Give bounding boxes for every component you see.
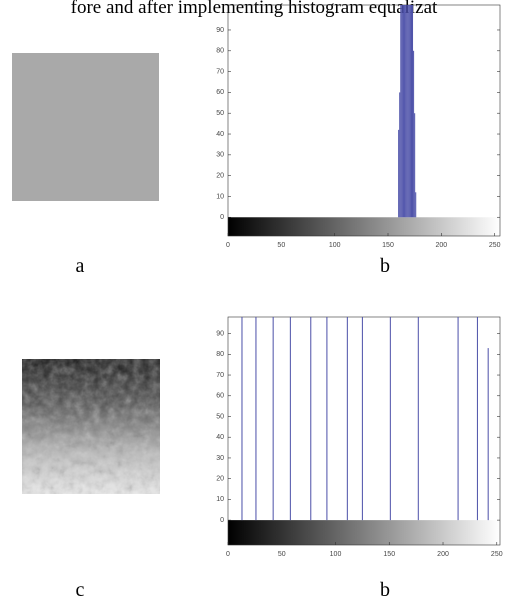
plot-frame <box>227 316 501 546</box>
x-tick-label: 150 <box>383 551 395 558</box>
x-tick-label: 0 <box>226 242 230 249</box>
y-tick-label: 40 <box>216 434 224 441</box>
x-tick-label: 100 <box>330 551 342 558</box>
bar <box>272 317 274 521</box>
bar <box>406 5 408 218</box>
bar <box>414 113 416 218</box>
x-tick-label: 100 <box>329 242 341 249</box>
panel-label: b <box>380 579 390 601</box>
bars <box>398 5 417 218</box>
bar <box>404 5 406 218</box>
y-tick-label: 10 <box>216 496 224 503</box>
bar <box>326 317 328 521</box>
colorbar <box>228 520 500 545</box>
bar <box>402 5 404 218</box>
y-tick-label: 70 <box>216 372 224 379</box>
bar <box>487 348 489 521</box>
bar <box>389 317 391 521</box>
bars <box>241 317 489 521</box>
panel-label: a <box>76 255 85 277</box>
y-tick-label: 30 <box>216 455 224 462</box>
y-tick-label: 0 <box>220 214 224 221</box>
y-tick-label: 40 <box>216 131 224 138</box>
y-tick-label: 50 <box>216 110 224 117</box>
y-tick-label: 60 <box>216 89 224 96</box>
bar <box>410 5 412 218</box>
x-tick-label: 150 <box>382 242 394 249</box>
image-a <box>12 53 159 201</box>
y-tick-label: 50 <box>216 413 224 420</box>
y-tick-label: 10 <box>216 193 224 200</box>
colorbar <box>228 217 500 236</box>
panel-label: c <box>76 579 85 601</box>
image-c <box>22 359 160 494</box>
bar <box>415 192 417 218</box>
caption: fore and after implementing histogram eq… <box>71 0 438 18</box>
x-tick-label: 50 <box>277 242 285 249</box>
bar <box>400 5 402 218</box>
bar <box>403 5 405 218</box>
bar <box>361 317 363 521</box>
bar <box>408 5 410 218</box>
y-tick-label: 20 <box>216 476 224 483</box>
y-tick-label: 30 <box>216 152 224 159</box>
y-tick-label: 20 <box>216 172 224 179</box>
y-tick-label: 90 <box>216 27 224 34</box>
x-tick-label: 0 <box>226 551 230 558</box>
y-tick-label: 60 <box>216 393 224 400</box>
y-tick-label: 0 <box>220 517 224 524</box>
bar <box>289 317 291 521</box>
bar <box>413 50 415 218</box>
bar <box>412 5 414 218</box>
bar <box>407 5 409 218</box>
bar <box>476 317 478 521</box>
bar <box>457 317 459 521</box>
x-tick-label: 250 <box>491 551 503 558</box>
x-tick-label: 200 <box>435 242 447 249</box>
plot-frame <box>227 4 501 237</box>
bar <box>255 317 257 521</box>
x-tick-label: 200 <box>437 551 449 558</box>
y-tick-label: 70 <box>216 68 224 75</box>
y-tick-label: 80 <box>216 48 224 55</box>
bar <box>398 129 400 218</box>
bar <box>401 5 403 218</box>
bar <box>346 317 348 521</box>
bar <box>417 317 419 521</box>
x-tick-label: 250 <box>489 242 501 249</box>
panel-label: b <box>380 255 390 277</box>
bar <box>405 5 407 218</box>
bar <box>409 5 411 218</box>
y-tick-label: 90 <box>216 330 224 337</box>
x-tick-label: 50 <box>278 551 286 558</box>
y-tick-label: 80 <box>216 351 224 358</box>
bar <box>399 92 401 218</box>
bar <box>241 317 243 521</box>
bar <box>310 317 312 521</box>
